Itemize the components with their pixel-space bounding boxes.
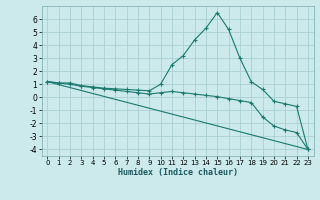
X-axis label: Humidex (Indice chaleur): Humidex (Indice chaleur) (118, 168, 237, 177)
